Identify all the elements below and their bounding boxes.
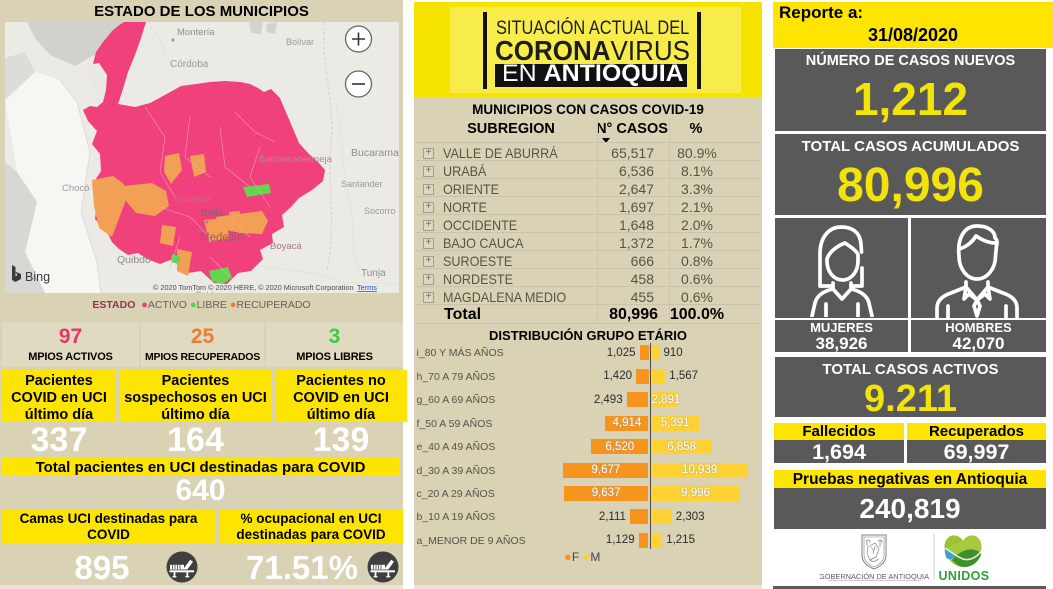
svg-text:Medellín: Medellín <box>200 232 243 244</box>
svg-text:Caldas: Caldas <box>195 290 224 293</box>
svg-text:Barrancabermeja: Barrancabermeja <box>259 154 333 165</box>
svg-text:Socorro: Socorro <box>364 206 396 216</box>
svg-text:© 2020 TomTom © 2020 HERE, © 2: © 2020 TomTom © 2020 HERE, © 2020 Micros… <box>153 283 354 292</box>
svg-text:UNIDOS: UNIDOS <box>938 569 989 583</box>
svg-text:Quibdó: Quibdó <box>117 254 151 266</box>
svg-text:Santander: Santander <box>341 179 383 189</box>
svg-text:Bucaramanga: Bucaramanga <box>351 147 399 159</box>
svg-text:Terms: Terms <box>357 283 377 292</box>
svg-text:Bing: Bing <box>25 270 50 284</box>
svg-text:Antioquia: Antioquia <box>173 194 211 204</box>
svg-text:Bello: Bello <box>201 208 224 219</box>
svg-text:GOBERNACIÓN DE ANTIOQUIA: GOBERNACIÓN DE ANTIOQUIA <box>820 572 929 581</box>
svg-text:Córdoba: Córdoba <box>170 59 209 70</box>
svg-text:Chocó: Chocó <box>62 183 89 194</box>
svg-text:Montería: Montería <box>177 27 215 38</box>
svg-text:Bolívar: Bolívar <box>286 37 314 47</box>
svg-text:Tunja: Tunja <box>361 268 386 279</box>
svg-text:Boyacá: Boyacá <box>270 241 302 252</box>
